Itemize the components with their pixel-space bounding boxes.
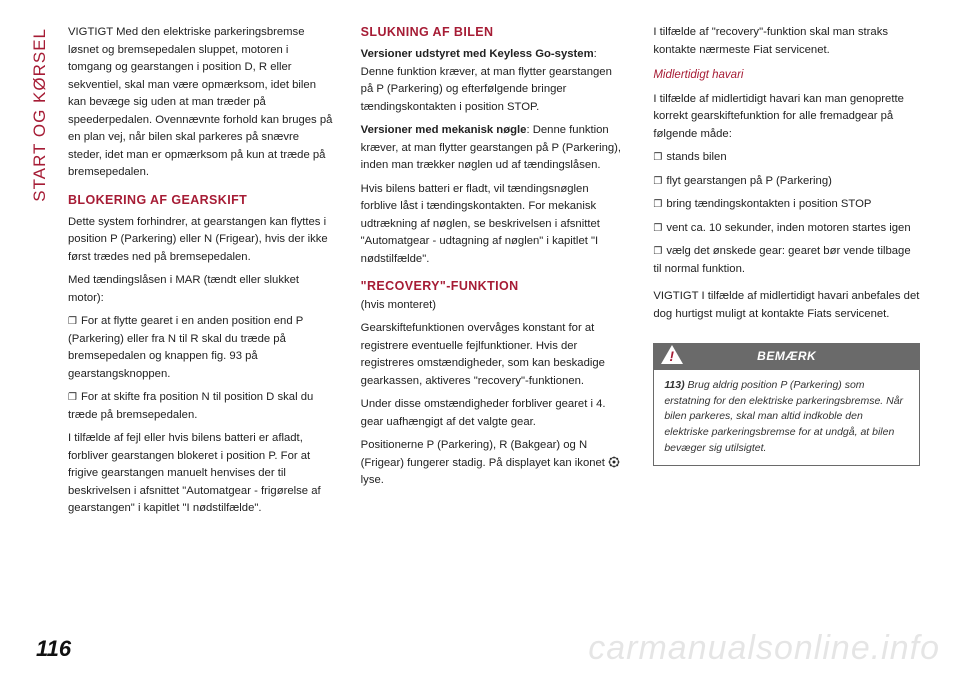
content-columns: VIGTIGT Med den elektriske parkeringsbre… <box>68 24 920 658</box>
heading-blokering: BLOKERING AF GEARSKIFT <box>68 192 335 208</box>
bullet-item: stands bilen <box>653 149 920 167</box>
notice-number: 113) <box>664 379 684 391</box>
paragraph: Positionerne P (Parkering), R (Bakgear) … <box>361 437 628 490</box>
bullet-item: For at flytte gearet i en anden position… <box>68 313 335 383</box>
bullet-item: flyt gearstangen på P (Parkering) <box>653 173 920 191</box>
page-number: 116 <box>36 636 71 662</box>
paragraph: I tilfælde af "recovery"-funktion skal m… <box>653 24 920 59</box>
notice-box: ! BEMÆRK 113) Brug aldrig position P (Pa… <box>653 343 920 465</box>
page: START OG KØRSEL VIGTIGT Med den elektris… <box>0 0 960 678</box>
paragraph: Gearskiftefunktionen overvåges konstant … <box>361 320 628 390</box>
paragraph: I tilfælde af fejl eller hvis bilens bat… <box>68 430 335 518</box>
bullet-item: For at skifte fra position N til positio… <box>68 389 335 424</box>
notice-text: Brug aldrig position P (Parkering) som e… <box>664 379 903 454</box>
bullet-item: bring tændingskontakten i position STOP <box>653 196 920 214</box>
bullet-item: vent ca. 10 sekunder, inden motoren star… <box>653 220 920 238</box>
text: Positionerne P (Parkering), R (Bakgear) … <box>361 439 608 469</box>
paragraph: Versioner med mekanisk nøgle: Denne funk… <box>361 122 628 175</box>
column-2: SLUKNING AF BILEN Versioner udstyret med… <box>361 24 628 658</box>
subheading-italic: Midlertidigt havari <box>653 67 920 85</box>
paragraph: Dette system forhindrer, at gearstangen … <box>68 214 335 267</box>
column-3: I tilfælde af "recovery"-funktion skal m… <box>653 24 920 658</box>
warning-icon: ! <box>661 345 683 370</box>
bold-text: Versioner med mekanisk nøgle <box>361 124 527 136</box>
paragraph: VIGTIGT Med den elektriske parkeringsbre… <box>68 24 335 182</box>
watermark: carmanualsonline.info <box>588 629 940 668</box>
bold-text: Versioner udstyret med Keyless Go-system <box>361 48 594 60</box>
heading-recovery: "RECOVERY"-FUNKTION <box>361 278 628 294</box>
section-title-vertical: START OG KØRSEL <box>30 28 50 202</box>
subnote: (hvis monteret) <box>361 297 628 315</box>
paragraph: Versioner udstyret med Keyless Go-system… <box>361 46 628 116</box>
bullet-item: vælg det ønskede gear: gearet bør vende … <box>653 243 920 278</box>
paragraph: Hvis bilens batteri er fladt, vil tændin… <box>361 181 628 269</box>
gear-icon <box>608 456 620 468</box>
paragraph: VIGTIGT I tilfælde af midlertidigt havar… <box>653 288 920 323</box>
notice-title: BEMÆRK <box>757 347 816 366</box>
notice-header: ! BEMÆRK <box>653 343 920 370</box>
column-1: VIGTIGT Med den elektriske parkeringsbre… <box>68 24 335 658</box>
heading-slukning: SLUKNING AF BILEN <box>361 24 628 40</box>
text: lyse. <box>361 474 384 486</box>
notice-body: 113) Brug aldrig position P (Parkering) … <box>653 370 920 466</box>
paragraph: Under disse omstændigheder forbliver gea… <box>361 396 628 431</box>
paragraph: Med tændingslåsen i MAR (tændt eller slu… <box>68 272 335 307</box>
paragraph: I tilfælde af midlertidigt havari kan ma… <box>653 91 920 144</box>
svg-text:!: ! <box>670 348 675 364</box>
